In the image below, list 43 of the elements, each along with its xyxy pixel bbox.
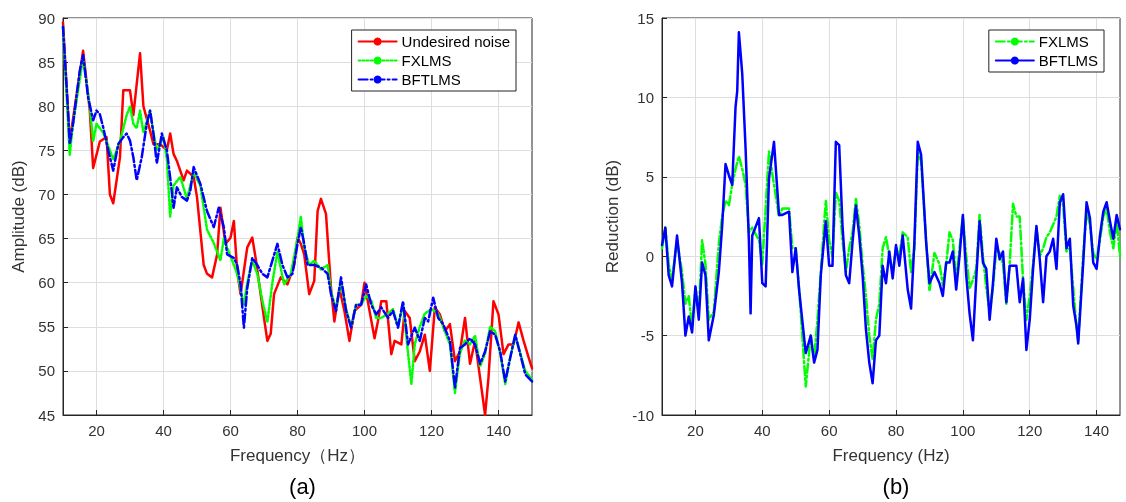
y-axis-title: Amplitude (dB) <box>9 160 29 273</box>
y-tick-label: 55 <box>38 318 55 336</box>
legend-label: BFTLMS <box>1038 52 1099 69</box>
y-tick-label: 80 <box>38 97 55 115</box>
x-tick-label: 120 <box>418 422 445 439</box>
y-tick-label: 0 <box>645 247 654 265</box>
line-series <box>660 150 1122 388</box>
y-tick-label: 10 <box>637 88 654 106</box>
y-tick-label: 65 <box>38 230 55 248</box>
y-tick-label: 5 <box>645 168 654 186</box>
y-axis-title: Reduction (dB) <box>603 159 623 274</box>
x-tick-label: 60 <box>820 422 838 439</box>
y-tick-label: 60 <box>38 274 55 292</box>
line-series <box>660 31 1122 385</box>
x-tick-label: 120 <box>1017 422 1043 439</box>
x-tick-label: 100 <box>351 422 378 439</box>
y-tick-label: 45 <box>38 406 55 424</box>
y-tick-label: -5 <box>640 327 654 345</box>
x-tick-label: 40 <box>155 422 172 439</box>
x-tick-label: 80 <box>289 422 306 439</box>
y-tick-label: 70 <box>38 185 55 203</box>
x-axis-title: Frequency (Hz) <box>832 446 950 465</box>
y-tick-label: 75 <box>38 141 55 159</box>
legend-label: BFTLMS <box>401 71 461 88</box>
x-tick-label: 140 <box>485 422 512 439</box>
y-tick-label: 15 <box>637 9 654 27</box>
y-tick-label: 90 <box>38 9 55 27</box>
x-tick-label: 80 <box>887 422 905 439</box>
x-tick-label: 140 <box>1084 422 1110 439</box>
x-tick-label: 40 <box>753 422 771 439</box>
y-tick-label: -10 <box>632 406 654 424</box>
legend-label: FXLMS <box>401 52 452 69</box>
legend-label: FXLMS <box>1038 33 1089 50</box>
x-axis-title: Frequency（Hz） <box>229 446 366 465</box>
legend-label: Undesired noise <box>401 33 511 50</box>
text: (b) <box>882 473 910 499</box>
x-tick-label: 20 <box>687 422 704 439</box>
text: (a) <box>289 473 316 499</box>
y-tick-label: 85 <box>38 53 55 71</box>
x-tick-label: 60 <box>222 422 239 439</box>
x-tick-label: 20 <box>88 422 105 439</box>
x-tick-label: 100 <box>950 422 976 439</box>
y-tick-label: 50 <box>38 362 55 380</box>
